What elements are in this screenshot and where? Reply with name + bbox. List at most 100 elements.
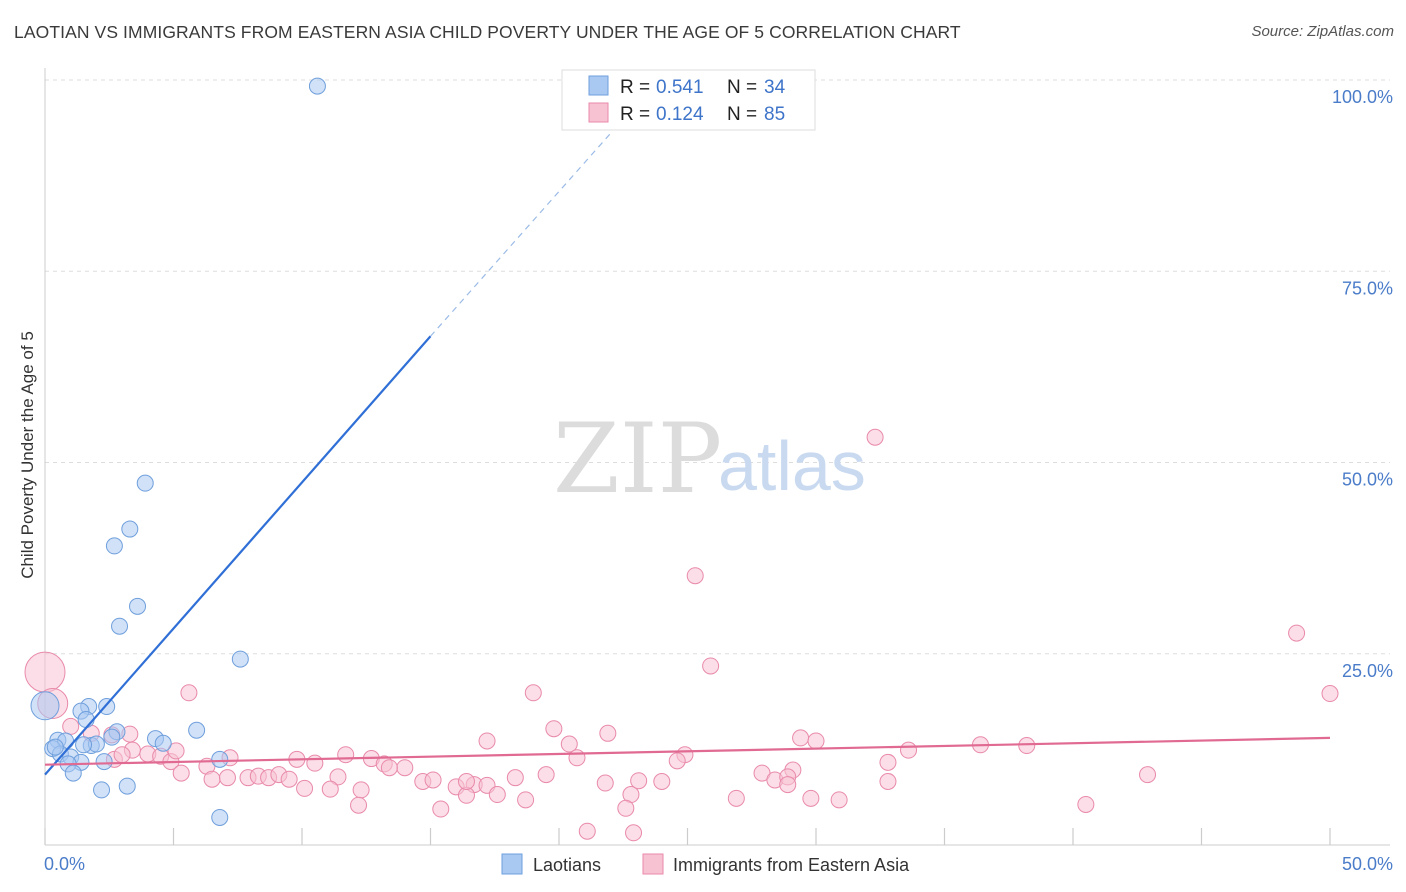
data-point-immigrants (779, 776, 797, 794)
data-point-laotians (118, 777, 136, 795)
y-tick-label: 50.0% (1342, 470, 1393, 490)
data-point-immigrants (879, 773, 897, 791)
data-point-immigrants (1077, 795, 1095, 813)
data-point-immigrants (172, 764, 190, 782)
data-point-immigrants (424, 771, 442, 789)
y-tick-label: 75.0% (1342, 278, 1393, 298)
trend-lines (44, 133, 1331, 776)
data-point-immigrants (478, 732, 496, 750)
data-point-laotians (103, 728, 121, 746)
legend-n-label: N = (727, 104, 757, 125)
data-point-immigrants (329, 768, 347, 786)
data-point-laotians (121, 520, 139, 538)
data-point-immigrants (337, 746, 355, 764)
data-point-immigrants (218, 769, 236, 787)
data-point-immigrants (596, 774, 614, 792)
legend: R = 0.541 N = 34 R = 0.124 N = 85 (561, 69, 816, 131)
data-point-immigrants (668, 752, 686, 770)
data-point-immigrants (1288, 624, 1306, 642)
trend-line-immigrants (44, 736, 1331, 766)
series-laotians (30, 77, 326, 826)
data-point-laotians (64, 764, 82, 782)
bottom-legend: Laotians Immigrants from Eastern Asia (501, 853, 910, 875)
data-point-immigrants (630, 772, 648, 790)
data-point-laotians (308, 77, 326, 95)
data-point-laotians (77, 711, 95, 729)
data-point-immigrants (900, 741, 918, 759)
y-axis-label: Child Poverty Under the Age of 5 (18, 331, 37, 579)
legend-n-value-immigrants: 85 (764, 104, 785, 125)
data-point-immigrants (380, 759, 398, 777)
x-tick-labels: 0.0% 50.0% (44, 854, 1393, 874)
data-point-laotians (211, 750, 229, 768)
y-tick-labels: 25.0% 50.0% 75.0% 100.0% (1332, 87, 1393, 681)
legend-n-value-laotians: 34 (764, 77, 786, 98)
data-point-laotians (188, 721, 206, 739)
data-point-immigrants (113, 746, 131, 764)
legend-r-value-laotians: 0.541 (656, 77, 704, 98)
data-point-immigrants (24, 651, 66, 693)
data-point-laotians (95, 753, 113, 771)
data-point-immigrants (296, 779, 314, 797)
data-point-immigrants (807, 732, 825, 750)
legend-r-label: R = (620, 77, 650, 98)
data-point-immigrants (1139, 766, 1157, 784)
data-point-immigrants (792, 729, 810, 747)
data-point-immigrants (625, 824, 643, 842)
data-point-immigrants (524, 684, 542, 702)
data-point-immigrants (686, 567, 704, 585)
data-point-laotians (136, 474, 154, 492)
data-point-immigrants (432, 800, 450, 818)
x-tick-label: 0.0% (44, 854, 85, 874)
data-point-immigrants (1018, 737, 1036, 755)
legend-swatch-immigrants (588, 102, 609, 123)
data-point-immigrants (617, 799, 635, 817)
data-point-immigrants (568, 749, 586, 767)
watermark: ZIP atlas (553, 403, 866, 515)
legend-swatch-laotians (588, 75, 609, 96)
data-point-immigrants (537, 766, 555, 784)
grid-lines (45, 79, 1390, 655)
data-point-laotians (154, 734, 172, 752)
data-point-immigrants (578, 822, 596, 840)
data-point-immigrants (545, 720, 563, 738)
data-point-laotians (129, 597, 147, 615)
data-point-immigrants (802, 789, 820, 807)
data-point-immigrants (1321, 685, 1339, 703)
data-point-immigrants (203, 770, 221, 788)
data-point-laotians (75, 736, 93, 754)
data-point-immigrants (653, 773, 671, 791)
data-point-laotians (46, 738, 64, 756)
data-point-immigrants (457, 773, 475, 791)
data-point-immigrants (506, 769, 524, 787)
watermark-zip: ZIP (553, 403, 722, 515)
chart-title: LAOTIAN VS IMMIGRANTS FROM EASTERN ASIA … (14, 22, 961, 42)
data-point-immigrants (830, 791, 848, 809)
data-point-immigrants (488, 786, 506, 804)
trend-line-laotians-extension (430, 133, 611, 337)
y-tick-label: 100.0% (1332, 87, 1393, 107)
legend-n-label: N = (727, 77, 757, 98)
data-point-immigrants (321, 780, 339, 798)
legend-r-value-immigrants: 0.124 (656, 104, 704, 125)
trend-line-laotians (44, 335, 432, 776)
data-point-immigrants (866, 428, 884, 446)
data-point-immigrants (180, 684, 198, 702)
bottom-legend-label-immigrants: Immigrants from Eastern Asia (673, 855, 910, 875)
data-point-immigrants (396, 759, 414, 777)
data-point-immigrants (702, 657, 720, 675)
data-point-immigrants (350, 796, 368, 814)
axes (44, 68, 1390, 846)
data-point-immigrants (599, 724, 617, 742)
data-point-laotians (231, 650, 249, 668)
bottom-legend-swatch-immigrants (642, 853, 664, 875)
data-point-laotians (105, 537, 123, 555)
data-point-immigrants (62, 717, 80, 735)
data-point-laotians (30, 691, 60, 721)
data-point-immigrants (879, 753, 897, 771)
y-tick-label: 25.0% (1342, 661, 1393, 681)
data-point-laotians (93, 781, 111, 799)
data-point-immigrants (306, 754, 324, 772)
bottom-legend-label-laotians: Laotians (533, 855, 601, 875)
